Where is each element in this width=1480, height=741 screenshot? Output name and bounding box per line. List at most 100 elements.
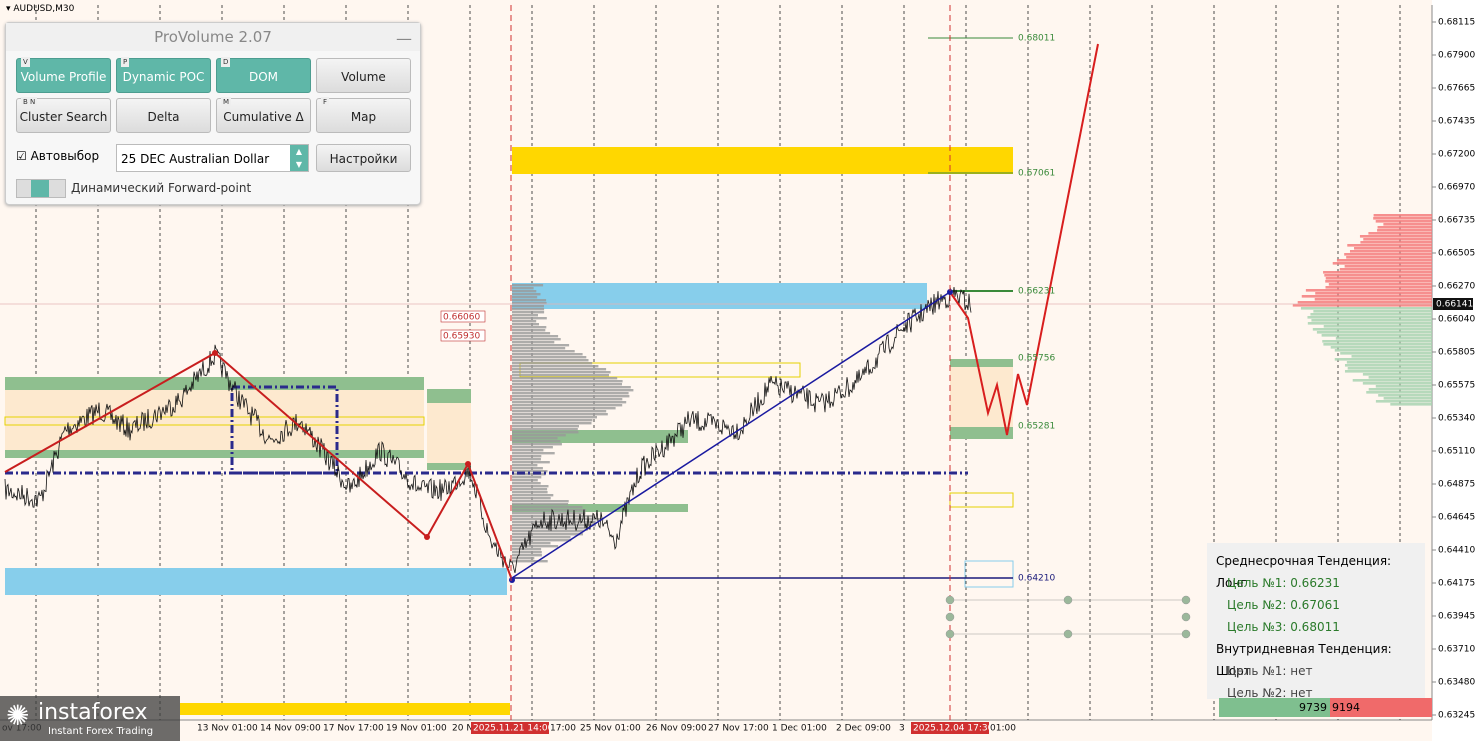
price-label: 0.66735 [1438,216,1475,226]
price-label: 0.63945 [1438,612,1475,622]
profile-bar [512,533,583,536]
logo: ✺ instaforex Instant Forex Trading [0,696,180,741]
zone [949,492,1014,508]
profile-bar [512,482,541,485]
time-label: 1 Dec 01:00 [772,724,827,734]
profile-bar [512,530,584,533]
hotkey: M [221,97,232,107]
profile-bar [1346,361,1433,364]
pivot [424,534,430,540]
checkbox[interactable]: ☑ Автовыбор [16,149,100,163]
profile-bar [1321,334,1433,337]
logo-icon: ✺ [6,699,30,732]
profile-bar [512,452,555,455]
profile-bar [512,410,607,413]
hotkey: D [221,57,231,67]
zone [5,377,424,390]
profile-bar [512,554,542,557]
profile-bar [1383,397,1433,400]
time-label: 26 Nov 09:00 [646,724,707,734]
profile-bar [1332,262,1433,265]
price-axis-bg [1432,0,1480,741]
time-label: 3 [899,724,905,734]
profile-bar [512,386,631,389]
zone [950,359,1013,367]
sell-volume: 9194 [1330,698,1432,717]
price-label: 0.64410 [1438,546,1475,556]
logo-tagline: Instant Forex Trading [48,726,154,737]
medium-trend: Среднесрочная Тенденция: Лонг [1216,554,1392,590]
tool-button[interactable]: B N Cluster Search [16,97,111,133]
profile-bar [512,407,616,410]
profile-bar [512,497,551,500]
profile-bar [1322,340,1432,343]
profile-bar [512,443,562,446]
profile-bar [512,536,571,539]
profile-bar [512,395,630,398]
price-label: 0.65575 [1438,381,1475,391]
profile-bar [1377,226,1432,229]
profile-bar [1383,223,1432,226]
profile-bar [512,344,570,347]
provolume-panel: ProVolume 2.07 — V Volume Profile P Dynamic… [5,22,421,205]
symbol-select[interactable]: 25 DEC Australian Dollar ▲ ▼ [116,144,309,172]
zone [4,416,425,426]
profile-bar [1316,331,1433,334]
time-label: 2025.12.04 17:30 [913,724,994,734]
profile-bar [512,374,609,377]
profile-bar [1339,268,1433,271]
tool-button[interactable]: P Dynamic POC [116,57,211,93]
button-label: Map [350,110,377,124]
tool-button[interactable]: Volume [316,58,411,93]
profile-bar [1344,370,1432,373]
profile-bar [512,524,596,527]
hotkey: B N [21,97,38,107]
profile-bar [1324,274,1433,277]
price-label: 0.67665 [1438,84,1475,94]
tool-button[interactable]: Delta [116,98,211,133]
zone [964,560,1014,588]
profile-bar [512,494,554,497]
logo-name: instaforex [38,700,148,725]
profile-bar [1307,322,1433,325]
profile-bar [512,365,599,368]
profile-bar [1347,244,1432,247]
button-label: Volume Profile [20,70,107,84]
tool-button[interactable]: F Map [316,97,411,133]
profile-bar [512,305,544,308]
level-label: 0.66231 [1018,287,1055,297]
settings-button[interactable]: Настройки [316,144,411,172]
profile-bar [512,506,583,509]
buy-volume: 9739 [1219,698,1330,717]
profile-bar [1323,343,1432,346]
profile-bar [1352,379,1432,382]
toggle[interactable] [16,179,66,198]
profile-bar [512,542,551,545]
profile-bar [1340,352,1433,355]
button-label: DOM [248,70,279,84]
profile-bar [1378,394,1432,397]
time-label: 19 Nov 01:00 [386,724,447,734]
tool-button[interactable]: M Cumulative Δ [216,97,311,133]
info-box: Среднесрочная Тенденция: Лонг Цель №1: 0… [1207,543,1425,700]
profile-bar [512,338,561,341]
tool-button[interactable]: V Volume Profile [16,57,111,93]
profile-bar [1311,319,1433,322]
profile-bar [1363,238,1432,241]
profile-bar [512,518,604,521]
profile-bar [512,350,575,353]
price-label: 0.64875 [1438,480,1475,490]
tool-button[interactable]: D DOM [216,57,311,93]
current-price-bg [1433,298,1473,310]
forward-label: Динамический Forward-point [71,181,252,195]
minimize[interactable]: — [396,29,412,48]
profile-bar [1373,217,1432,220]
zone [512,283,927,309]
level-label: 0.65281 [1018,422,1055,432]
hotkey: V [21,57,30,67]
pivot [212,350,218,356]
profile-bar [512,548,542,551]
profile-bar [512,503,569,506]
profile-bar [512,413,608,416]
